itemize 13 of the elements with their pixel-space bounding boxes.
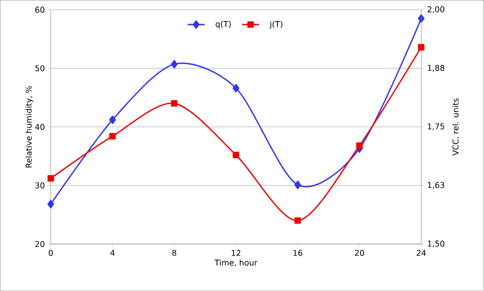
point [294,217,301,224]
point [171,100,178,107]
point [232,84,240,93]
point [47,200,54,209]
point [232,152,240,158]
point [170,60,178,69]
point [294,180,302,190]
point [109,116,116,124]
point [109,133,116,140]
point [418,14,425,23]
point [418,44,424,51]
point [356,142,363,149]
point [48,175,54,182]
